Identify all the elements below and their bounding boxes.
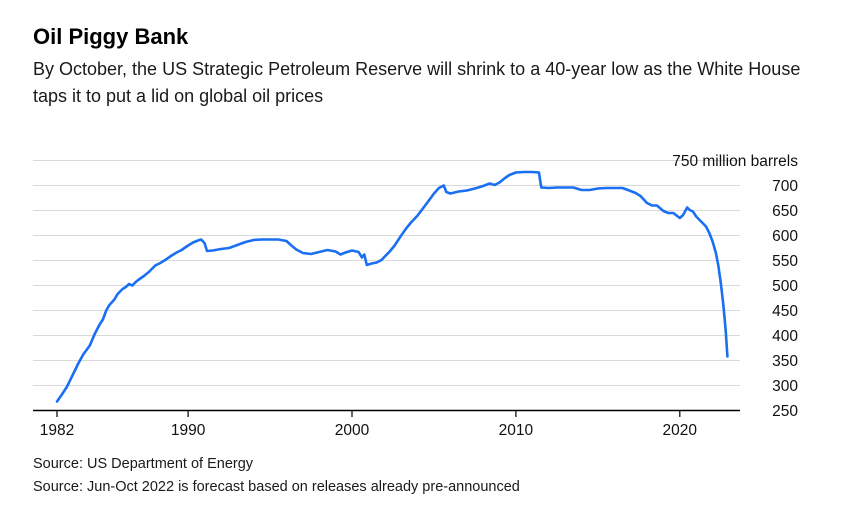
y-tick-label-450: 450 [772,303,798,320]
y-tick-label-350: 350 [772,353,798,370]
source-notes: Source: US Department of Energy Source: … [33,453,520,499]
y-tick-label-250: 250 [772,403,798,420]
y-axis-unit-label: 750 million barrels [672,153,798,170]
y-tick-label-550: 550 [772,253,798,270]
y-tick-label-400: 400 [772,328,798,345]
chart-title: Oil Piggy Bank [33,24,189,49]
chart-subtitle: By October, the US Strategic Petroleum R… [33,59,801,106]
y-tick-label-700: 700 [772,178,798,195]
y-tick-label-500: 500 [772,278,798,295]
x-tick-label-1990: 1990 [171,422,206,439]
source-line-2: Source: Jun-Oct 2022 is forecast based o… [33,479,520,496]
y-tick-label-650: 650 [772,203,798,220]
spr-line-chart: 1982 1990 2000 2010 2020 250 300 350 400 450 500 55… [33,153,798,439]
source-line-1: Source: US Department of Energy [33,456,254,472]
x-tick-label-1982: 1982 [40,422,74,439]
y-tick-label-600: 600 [772,228,798,245]
x-tick-label-2020: 2020 [663,422,698,439]
spr-line-series [55,170,729,403]
y-tick-label-300: 300 [772,378,798,395]
x-tick-label-2010: 2010 [499,422,534,439]
x-tick-label-2000: 2000 [335,422,370,439]
